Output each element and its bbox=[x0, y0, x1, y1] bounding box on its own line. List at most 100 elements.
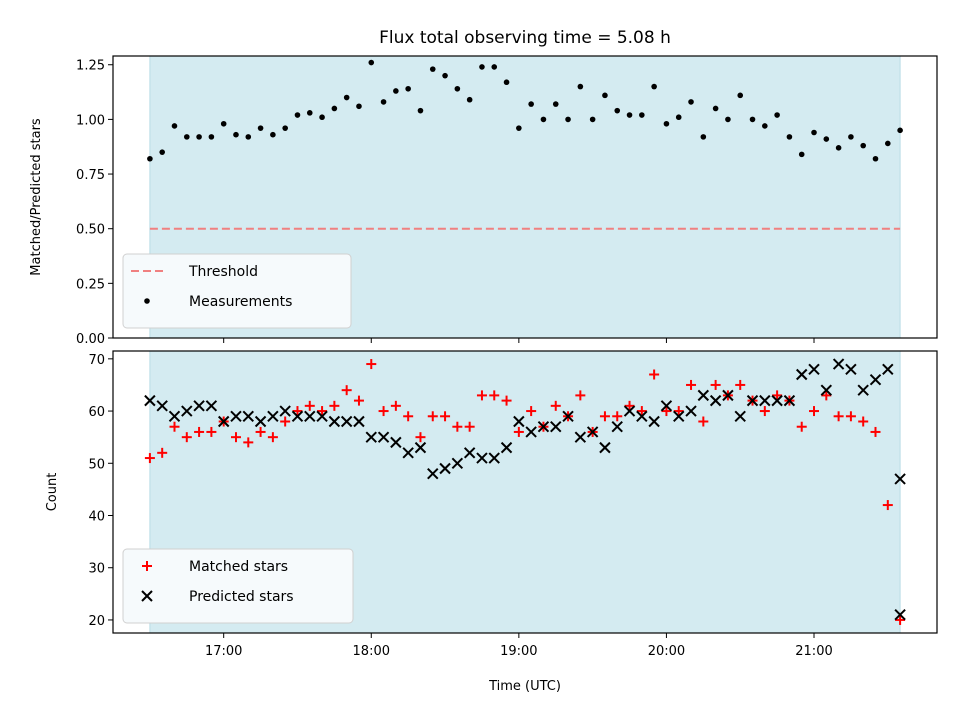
matched-stars-point bbox=[353, 395, 364, 406]
measurement-point bbox=[368, 59, 375, 66]
matched-stars-point bbox=[181, 432, 192, 443]
matched-stars-point bbox=[636, 406, 647, 417]
measurement-point bbox=[257, 125, 264, 131]
predicted-stars-point bbox=[156, 400, 168, 412]
x-b bbox=[722, 389, 734, 402]
matched-stars-point bbox=[833, 411, 844, 422]
measurement-point bbox=[897, 127, 903, 134]
measurement-point bbox=[712, 105, 719, 112]
measurement-point bbox=[675, 114, 682, 121]
measurement-point bbox=[786, 134, 793, 140]
y-tick-label: 0.75 bbox=[76, 168, 105, 183]
x-b bbox=[316, 410, 328, 422]
predicted-stars-point bbox=[279, 405, 291, 417]
x-b bbox=[168, 410, 181, 422]
x-b bbox=[193, 400, 205, 412]
x-b bbox=[574, 431, 587, 443]
measurement-point bbox=[417, 107, 424, 114]
x-b bbox=[230, 410, 242, 422]
matched-stars-point bbox=[710, 379, 721, 390]
x-b bbox=[869, 374, 882, 386]
matched-stars-point bbox=[895, 614, 906, 625]
measurement-point bbox=[626, 112, 633, 118]
measurement-point bbox=[639, 112, 645, 118]
measurement-point bbox=[516, 125, 522, 131]
measurement-point bbox=[479, 64, 485, 70]
matched-stars-point bbox=[378, 406, 389, 417]
measurement-point bbox=[159, 149, 165, 155]
x-b bbox=[181, 405, 193, 417]
matched-stars-point bbox=[526, 406, 537, 417]
predicted-stars-point bbox=[685, 405, 697, 417]
matched-stars-point bbox=[452, 421, 463, 432]
matched-stars-point bbox=[870, 426, 881, 437]
predicted-stars-point bbox=[636, 410, 648, 422]
predicted-stars-point bbox=[267, 410, 279, 422]
predicted-stars-point bbox=[796, 368, 808, 381]
matched-stars-point bbox=[280, 416, 291, 427]
measurement-point bbox=[552, 101, 559, 107]
matched-stars-point bbox=[390, 400, 401, 411]
predicted-stars-point bbox=[894, 609, 906, 621]
x-b bbox=[845, 363, 857, 375]
matched-stars-point bbox=[698, 416, 709, 427]
predicted-stars-point bbox=[611, 421, 623, 433]
predicted-stars-point bbox=[845, 363, 857, 375]
x-b bbox=[611, 421, 623, 433]
legend-measurement-swatch bbox=[144, 298, 150, 304]
predicted-stars-point bbox=[365, 431, 377, 443]
x-b bbox=[267, 410, 279, 422]
x-b bbox=[463, 447, 476, 459]
x-b bbox=[390, 436, 402, 449]
x-b bbox=[746, 394, 759, 407]
y-tick-label: 1.25 bbox=[76, 59, 105, 74]
y-tick-label: 0.00 bbox=[76, 332, 105, 347]
x-b bbox=[636, 410, 648, 422]
matched-stars-point bbox=[440, 411, 451, 422]
predicted-stars-point bbox=[144, 394, 156, 407]
measurement-point bbox=[442, 72, 448, 79]
measurement-point bbox=[798, 151, 805, 158]
legend-x-b bbox=[141, 590, 153, 602]
x-tick-label: 20:00 bbox=[648, 644, 685, 659]
bottom-panel: 20 30 40 50 60 70 17:00 18:00 19:00 20:00 21:00 Mat… bbox=[88, 350, 938, 659]
chart-title: Flux total observing time = 5.08 h bbox=[379, 28, 671, 48]
top-panel: 0.00 0.25 0.50 0.75 1.00 1.25 Threshold Measure… bbox=[76, 55, 938, 347]
measurement-point bbox=[688, 99, 694, 105]
measurement-point bbox=[860, 142, 867, 149]
measurement-point bbox=[454, 85, 461, 92]
x-b bbox=[894, 473, 906, 485]
measurement-point bbox=[405, 85, 411, 92]
predicted-stars-point bbox=[832, 358, 845, 370]
x-b bbox=[857, 384, 869, 396]
measurement-point bbox=[577, 83, 584, 90]
y-tick-label: 30 bbox=[88, 562, 105, 577]
matched-stars-point bbox=[575, 390, 586, 401]
measurement-point bbox=[147, 155, 153, 162]
predicted-stars-point bbox=[439, 462, 451, 475]
matched-stars-point bbox=[550, 400, 561, 411]
predicted-stars-point bbox=[304, 410, 316, 422]
x-b bbox=[476, 452, 488, 464]
matched-stars-point bbox=[845, 411, 856, 422]
predicted-stars-point bbox=[648, 415, 660, 428]
measurement-point bbox=[528, 101, 534, 107]
x-tick-label: 19:00 bbox=[500, 644, 537, 659]
x-b bbox=[365, 431, 377, 443]
predicted-stars-point bbox=[488, 452, 500, 464]
matched-stars-point bbox=[194, 426, 205, 437]
predicted-stars-point bbox=[427, 468, 439, 480]
x-b bbox=[894, 609, 906, 621]
legend: Threshold Measurements bbox=[122, 253, 352, 329]
measurement-point bbox=[233, 131, 239, 138]
matched-stars-point bbox=[304, 400, 315, 411]
predicted-stars-point bbox=[537, 421, 550, 433]
legend-box bbox=[122, 253, 352, 329]
x-b bbox=[500, 441, 513, 454]
matched-stars-point bbox=[858, 416, 869, 427]
predicted-stars-point bbox=[550, 421, 562, 433]
predicted-stars-point bbox=[783, 394, 796, 407]
matched-stars-point bbox=[403, 411, 414, 422]
measurement-point bbox=[835, 145, 842, 151]
measurement-point bbox=[356, 103, 362, 110]
